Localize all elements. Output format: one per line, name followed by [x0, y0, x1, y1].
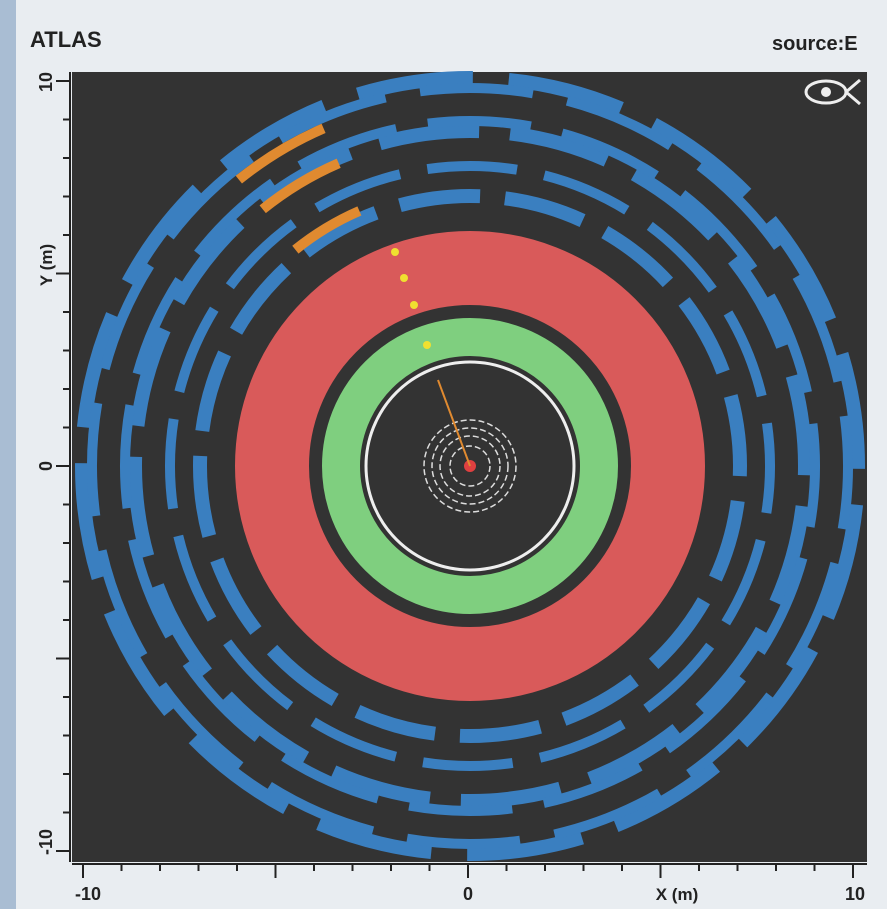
- y-tick-label: 0: [36, 461, 56, 471]
- muon-chamber: [427, 166, 517, 170]
- muon-chamber: [125, 405, 130, 508]
- muon-chamber: [420, 88, 533, 93]
- x-axis-label: X (m): [656, 885, 699, 904]
- display: ATLAS source:E 10 0 -10 Y (m) -10 0 10 X…: [0, 0, 887, 909]
- x-tick-label: 10: [845, 884, 865, 904]
- muon-chamber: [766, 423, 770, 513]
- calo-hit: [400, 274, 408, 282]
- calo-hit: [391, 248, 399, 256]
- event-display-window: ATLAS source:E 10 0 -10 Y (m) -10 0 10 X…: [0, 0, 887, 909]
- source-label: source:E: [772, 33, 858, 55]
- y-tick-label: 10: [36, 72, 56, 92]
- muon-chamber: [170, 419, 174, 509]
- y-axis-label: Y (m): [37, 244, 56, 286]
- title: ATLAS: [30, 27, 102, 52]
- y-tick-label: -10: [36, 829, 56, 855]
- muon-chamber: [409, 806, 512, 811]
- muon-chamber: [423, 762, 513, 766]
- detector: [82, 78, 858, 854]
- muon-chamber: [843, 416, 848, 529]
- calo-hit: [410, 301, 418, 309]
- muon-chamber: [92, 403, 97, 516]
- calo-hit: [423, 341, 431, 349]
- window-edge: [0, 0, 16, 909]
- muon-chamber: [407, 839, 520, 844]
- muon-chamber: [428, 121, 531, 126]
- x-tick-label: 0: [463, 884, 473, 904]
- x-tick-label: -10: [75, 884, 101, 904]
- muon-chamber: [810, 424, 815, 527]
